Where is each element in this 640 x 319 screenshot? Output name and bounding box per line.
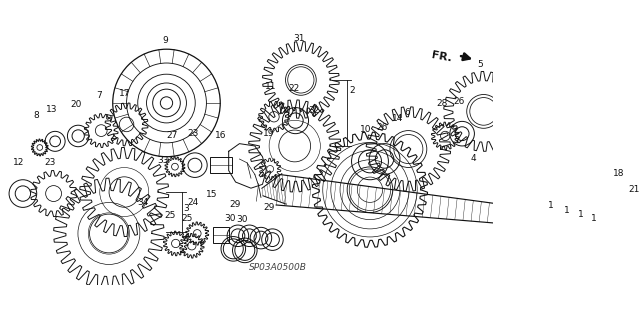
Text: 13: 13	[46, 106, 58, 115]
Text: 25: 25	[182, 214, 193, 223]
Text: FR.: FR.	[430, 50, 452, 63]
Text: 9: 9	[162, 36, 168, 45]
Text: 25: 25	[164, 211, 176, 220]
Text: 21: 21	[628, 185, 640, 194]
Text: 27: 27	[166, 131, 177, 140]
Text: 28: 28	[436, 99, 448, 108]
Bar	[211, 158, 232, 173]
Text: 24: 24	[188, 198, 199, 207]
Text: 29: 29	[264, 203, 275, 212]
Text: 29: 29	[229, 200, 241, 209]
Text: 23: 23	[187, 129, 198, 137]
Text: 23: 23	[45, 158, 56, 167]
Text: 16: 16	[214, 131, 226, 140]
Text: 2: 2	[349, 86, 355, 95]
Text: 20: 20	[70, 100, 81, 109]
Text: 18: 18	[613, 169, 625, 178]
Text: 12: 12	[13, 158, 24, 167]
Text: 22: 22	[289, 84, 300, 93]
Text: 14: 14	[392, 114, 403, 123]
Text: 15: 15	[206, 190, 218, 199]
Text: 19: 19	[263, 129, 275, 137]
Text: 6: 6	[404, 108, 410, 117]
Text: 33: 33	[157, 156, 168, 165]
Text: 30: 30	[225, 214, 236, 223]
Text: 4: 4	[471, 154, 476, 163]
Text: 10: 10	[360, 125, 371, 134]
Text: 7: 7	[96, 91, 102, 100]
Text: 3: 3	[183, 204, 189, 213]
Text: 1: 1	[564, 206, 570, 215]
Text: 17: 17	[119, 89, 131, 98]
Text: 34: 34	[137, 198, 148, 207]
Bar	[213, 226, 228, 243]
Text: 1: 1	[548, 202, 554, 211]
Text: SP03A0500B: SP03A0500B	[249, 263, 307, 272]
Text: 31: 31	[293, 34, 304, 43]
Text: 11: 11	[265, 82, 276, 91]
Text: 32: 32	[308, 106, 319, 115]
Text: 1: 1	[591, 214, 597, 223]
Text: 8: 8	[34, 111, 40, 120]
Text: 30: 30	[237, 215, 248, 224]
Text: 1: 1	[577, 210, 583, 219]
Text: 5: 5	[477, 60, 483, 69]
Text: 26: 26	[453, 97, 465, 106]
Text: 26: 26	[376, 123, 388, 132]
